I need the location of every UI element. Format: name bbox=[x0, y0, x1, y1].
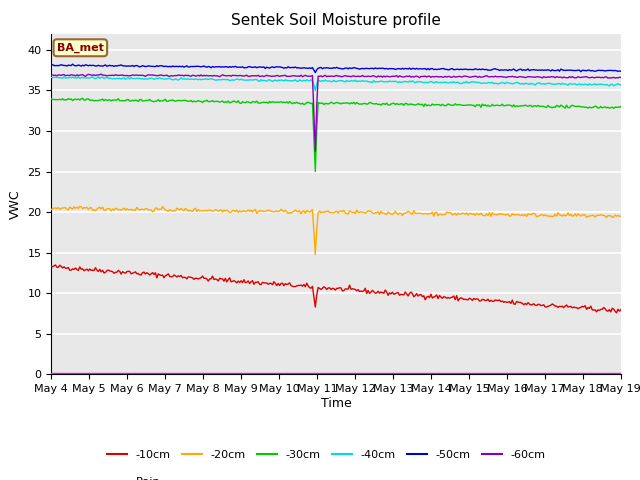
Text: BA_met: BA_met bbox=[57, 43, 104, 53]
X-axis label: Time: Time bbox=[321, 397, 351, 410]
Legend: Rain: Rain bbox=[102, 473, 164, 480]
Y-axis label: VWC: VWC bbox=[9, 189, 22, 219]
Title: Sentek Soil Moisture profile: Sentek Soil Moisture profile bbox=[231, 13, 441, 28]
